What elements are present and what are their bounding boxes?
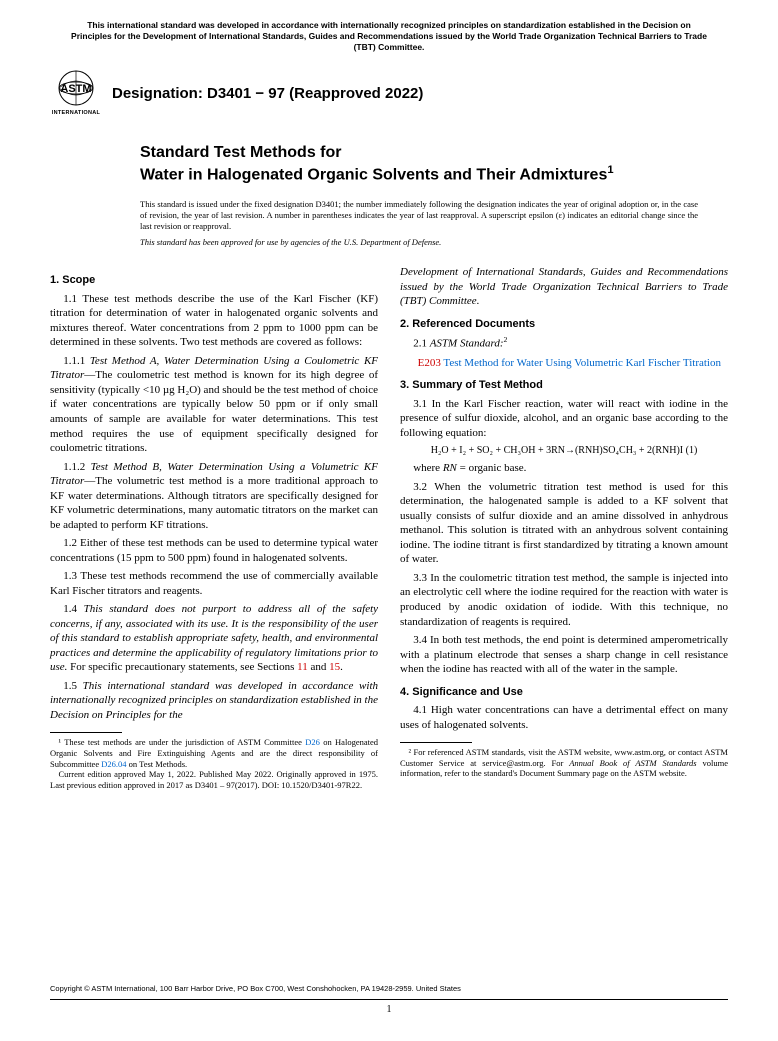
column-left: 1. Scope 1.1 These test methods describe… [50,265,378,790]
footer-rule [50,999,728,1000]
section-1-head: 1. Scope [50,273,378,288]
section-4-head: 4. Significance and Use [400,685,728,700]
para-1-5-cont: Development of International Standards, … [400,265,728,309]
where-clause: where RN = organic base. [400,461,728,476]
para-1-1-1: 1.1.1 Test Method A, Water Determination… [50,354,378,456]
para-4-1: 4.1 High water concentrations can have a… [400,703,728,732]
para-1-3: 1.3 These test methods recommend the use… [50,569,378,598]
page: This international standard was develope… [0,0,778,1041]
footnote-1a: ¹ These test methods are under the juris… [50,737,378,769]
equation-1: H₂O + I₂ + SO₂ + CH₃OH + 3RN→(RNH)SO₄CH₃… [400,444,728,457]
ref-link[interactable]: Test Method for Water Using Volumetric K… [441,357,721,369]
title-main: Water in Halogenated Organic Solvents an… [140,163,728,185]
column-right: Development of International Standards, … [400,265,728,790]
designation: Designation: D3401 − 97 (Reapproved 2022… [112,85,423,102]
para-3-2: 3.2 When the volumetric titration test m… [400,480,728,567]
page-footer: Copyright © ASTM International, 100 Barr… [50,984,728,1015]
para-1-1-2: 1.1.2 Test Method B, Water Determination… [50,460,378,533]
para-3-1: 3.1 In the Karl Fischer reaction, water … [400,397,728,441]
title-lead: Standard Test Methods for [140,143,728,163]
title-block: Standard Test Methods for Water in Halog… [140,143,728,185]
dod-note: This standard has been approved for use … [140,237,728,247]
para-1-5: 1.5 This international standard was deve… [50,679,378,723]
para-2-1: 2.1 ASTM Standard:2 [400,335,728,351]
para-1-4: 1.4 This standard does not purport to ad… [50,602,378,675]
astm-logo: ASTM INTERNATIONAL [50,67,102,119]
body-columns: 1. Scope 1.1 These test methods describe… [50,265,728,790]
subcommittee-link[interactable]: D26.04 [101,759,126,769]
para-1-1: 1.1 These test methods describe the use … [50,292,378,350]
logo-subtext: INTERNATIONAL [52,110,100,116]
issuance-note: This standard is issued under the fixed … [140,199,698,231]
committee-link[interactable]: D26 [305,737,320,747]
section-2-head: 2. Referenced Documents [400,317,728,332]
page-number: 1 [50,1004,728,1015]
footnote-separator-2 [400,742,472,743]
para-3-4: 3.4 In both test methods, the end point … [400,633,728,677]
copyright: Copyright © ASTM International, 100 Barr… [50,984,728,993]
designation-row: ASTM INTERNATIONAL Designation: D3401 − … [50,67,728,119]
ref-e203: E203 Test Method for Water Using Volumet… [400,356,728,371]
para-1-2: 1.2 Either of these test methods can be … [50,536,378,565]
para-3-3: 3.3 In the coulometric titration test me… [400,571,728,629]
svg-text:ASTM: ASTM [60,83,91,95]
header-note: This international standard was develope… [50,20,728,67]
section-3-head: 3. Summary of Test Method [400,378,728,393]
footnote-1b: Current edition approved May 1, 2022. Pu… [50,769,378,790]
footnote-2: ² For referenced ASTM standards, visit t… [400,747,728,779]
footnote-separator [50,732,122,733]
